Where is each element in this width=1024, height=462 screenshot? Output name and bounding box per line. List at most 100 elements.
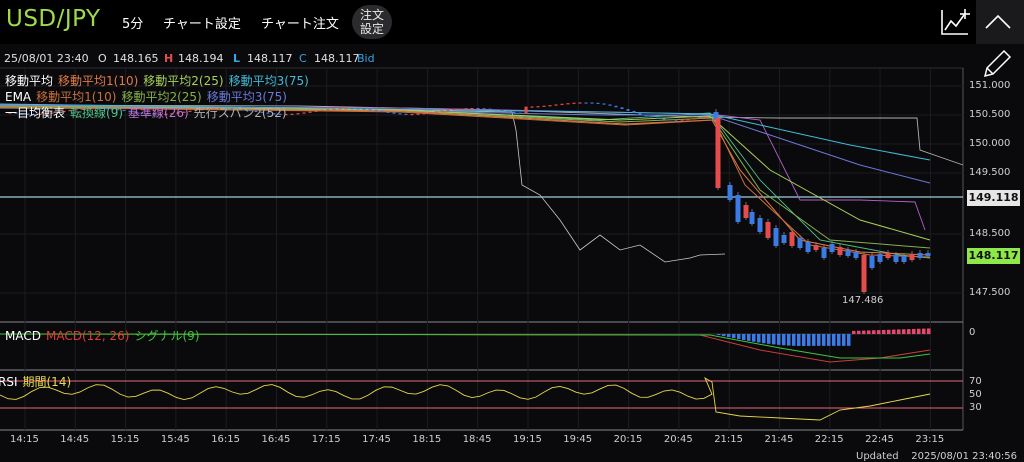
candle [140,112,144,114]
macd-legend-macd: MACD(12, 26) [45,329,130,343]
time-tick: 21:45 [764,434,794,445]
drawing-pencil-icon[interactable] [976,44,1024,84]
candle [925,253,931,256]
chart-order-button[interactable]: チャート注文 [261,17,339,32]
order-settings-line1: 注文 [359,8,384,22]
candle [901,256,907,262]
candle [680,119,684,121]
ichimoku-legend[interactable]: 一目均衡表 転換線(9) 基準線(26) 先行スパン2(52) [5,104,292,121]
candle [674,119,678,121]
candle [284,113,288,116]
candle [176,112,180,114]
time-tick: 22:15 [814,434,844,445]
candle [458,108,462,110]
rsi-legend[interactable]: RSI 期間(14) [0,373,76,390]
candle [344,108,348,110]
kijun-line [0,105,926,231]
ma2-line [0,105,931,241]
candle [650,116,654,118]
high-value: 148.194 [178,52,224,65]
candle [821,248,827,258]
candle [290,113,294,115]
macd-bar [832,334,836,346]
top-bar: USD/JPY 5分 チャート設定 チャート注文 注文 設定 [0,0,1024,44]
grid-lines [0,68,963,430]
macd-bar [752,334,756,342]
macd-legend[interactable]: MACD MACD(12, 26) シグナル(9) [5,327,205,344]
ma-legend-p3: 移動平均3(75) [228,74,309,88]
macd-bar [717,334,721,336]
chart-settings-button[interactable]: チャート設定 [163,17,241,32]
macd-bar [812,334,816,346]
time-tick: 18:15 [412,434,442,445]
candle [440,110,444,112]
macd-bar [827,334,831,346]
macd-bar [757,334,761,343]
candle [128,110,132,112]
candle [74,109,78,111]
candle [110,108,114,110]
candle [715,118,721,188]
candle [380,110,384,113]
ma3-line [0,103,931,161]
candle [248,109,252,112]
candle [218,108,222,110]
candle [98,108,102,110]
macd-bar [852,330,856,334]
time-tick: 14:15 [10,434,39,445]
candle [632,110,636,113]
candle [757,218,763,232]
ma-legend-p2: 移動平均2(25) [143,74,224,88]
add-indicator-icon[interactable] [938,6,972,38]
candle [668,119,672,121]
interval-selector[interactable]: 5分 [122,17,144,32]
price-tick-151000: 151.000 [969,80,1011,91]
candle [735,195,741,222]
candle [50,112,54,114]
order-settings-button[interactable]: 注文 設定 [352,5,392,39]
candle [422,113,426,115]
macd-bar [922,328,926,334]
macd-bar [792,334,796,346]
low-value: 148.117 [247,52,293,65]
time-tick: 17:45 [362,434,391,445]
macd-bar [807,334,811,346]
price-tick-148500: 148.500 [969,228,1011,239]
candle [116,109,120,111]
macd-bar [787,334,791,346]
time-tick: 23:15 [915,434,945,445]
time-tick: 20:45 [663,434,693,445]
rsi-tick-70: 70 [969,376,982,387]
candle [482,108,486,110]
ma-legend[interactable]: 移動平均 移動平均1(10) 移動平均2(25) 移動平均3(75) [5,72,314,89]
candle [464,108,468,110]
candle [614,105,618,108]
price-tick-150500: 150.500 [969,109,1011,120]
macd-bar [817,334,821,346]
candle [314,110,318,112]
candle [698,117,702,119]
candle [749,212,755,224]
candle [829,244,835,252]
candle [869,256,875,268]
macd-bar [797,334,801,346]
macd-bar [732,334,736,339]
candle [374,109,378,112]
low-price-marker: 147.486 [842,295,884,306]
candle [446,109,450,112]
candle [692,118,696,120]
candle [917,253,923,258]
time-tick: 16:45 [261,434,291,445]
candle [236,108,240,110]
candle [500,110,504,112]
currency-pair-title[interactable]: USD/JPY [6,6,101,32]
time-tick: 17:15 [311,434,341,445]
macd-bar [727,334,731,338]
collapse-chevron-up-icon[interactable] [976,0,1024,44]
ema-legend[interactable]: EMA 移動平均1(10) 移動平均2(25) 移動平均3(75) [5,88,292,105]
ema-legend-name: EMA [5,90,32,104]
candle [134,111,138,113]
candle [765,222,771,238]
macd-bar [927,328,931,334]
